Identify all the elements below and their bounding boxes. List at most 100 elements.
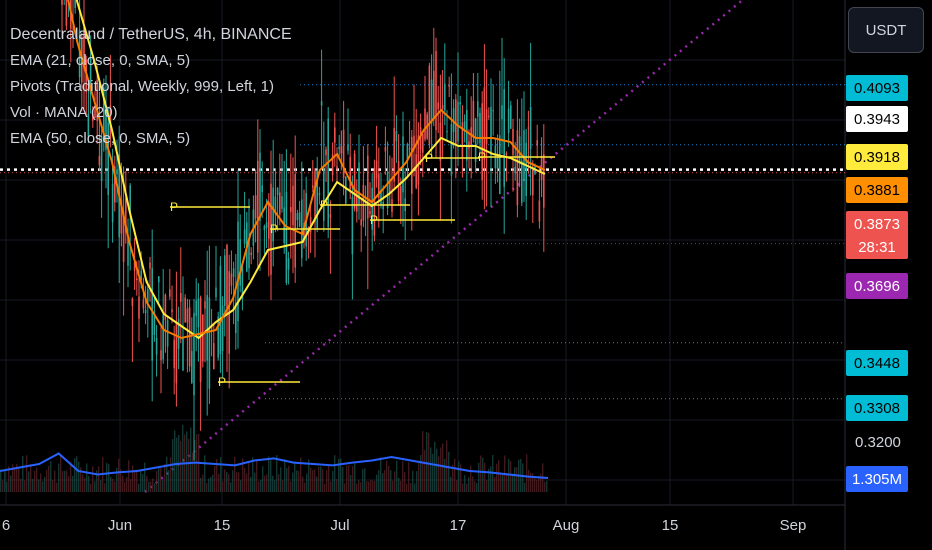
price-label-badge: 0.4093	[846, 75, 908, 101]
candle-body	[499, 135, 501, 195]
candle-body	[281, 196, 283, 209]
volume-bar	[512, 473, 514, 492]
candle-body	[461, 122, 464, 159]
candle-body	[437, 102, 439, 110]
candle-body	[413, 135, 415, 150]
volume-bar	[120, 469, 122, 492]
volume-bar	[22, 455, 24, 492]
price-label-badge: 0.3918	[846, 144, 908, 170]
volume-bar	[384, 470, 386, 492]
volume-bar	[402, 461, 404, 492]
candle-body	[347, 144, 349, 151]
candle-body	[182, 336, 184, 371]
candle-body	[463, 121, 466, 131]
candle-body	[136, 278, 138, 281]
volume-bar	[508, 459, 510, 492]
ema21-line	[67, 0, 546, 340]
volume-bar	[342, 466, 344, 492]
volume-bar	[8, 466, 10, 492]
volume-bar	[462, 483, 464, 492]
volume-bar	[168, 470, 170, 492]
price-badge-bg	[846, 273, 908, 299]
price-badge-text: 0.3448	[854, 355, 900, 372]
candle-body	[250, 252, 252, 256]
candle-body	[103, 87, 105, 142]
volume-bar	[468, 477, 470, 492]
candle-body	[543, 154, 545, 208]
volume-bar	[10, 475, 12, 492]
volume-bar	[82, 474, 84, 492]
volume-bar	[324, 483, 326, 492]
indicator-ema21[interactable]: EMA (21, close, 0, SMA, 5)	[10, 52, 191, 69]
volume-bar	[488, 468, 490, 492]
candle-body	[477, 101, 479, 117]
candle-body	[202, 314, 204, 362]
volume-bar	[34, 470, 36, 492]
candle-body	[287, 258, 290, 270]
candle-body	[208, 297, 211, 389]
volume-bar	[152, 478, 154, 492]
price-badge-text: 0.3943	[854, 111, 900, 128]
volume-bar	[442, 443, 444, 492]
volume-bar	[12, 464, 14, 492]
candle-body	[402, 136, 404, 193]
volume-bar	[190, 427, 192, 492]
volume-bar	[160, 468, 162, 492]
candle-body	[349, 156, 351, 190]
volume-bar	[376, 474, 378, 492]
candle-body	[538, 200, 541, 222]
candle-body	[100, 136, 103, 182]
volume-bar	[52, 479, 54, 492]
candle-body	[164, 294, 167, 320]
volume-bar	[136, 469, 138, 492]
volume-bar	[166, 456, 168, 492]
indicator-volume[interactable]: Vol · MANA (20)	[10, 104, 118, 121]
candle-body	[375, 160, 378, 179]
price-label-badge: 0.3873 28:31	[846, 211, 908, 259]
volume-bar	[148, 481, 150, 492]
volume-bar	[346, 465, 348, 492]
volume-bar	[354, 463, 356, 492]
candle-body	[386, 171, 389, 209]
candle-body	[488, 115, 490, 117]
candle-body	[450, 124, 453, 176]
volume-bar	[240, 480, 242, 492]
volume-bar	[270, 460, 272, 492]
candle-body	[83, 27, 85, 69]
volume-bar	[386, 460, 388, 492]
candle-body	[131, 298, 134, 306]
x-tick-label: Aug	[553, 517, 580, 534]
volume-bar	[334, 455, 336, 492]
volume-bar	[114, 481, 116, 492]
volume-bar	[454, 458, 456, 492]
volume-bar	[26, 455, 28, 492]
candle-body	[448, 84, 450, 87]
volume-bar	[20, 478, 22, 492]
volume-bar	[212, 474, 214, 492]
currency-button[interactable]: USDT	[848, 7, 924, 53]
volume-bar	[162, 480, 164, 492]
candle-body	[369, 211, 371, 214]
candle-body	[384, 147, 387, 152]
candle-body	[254, 195, 257, 219]
volume-bar	[482, 457, 484, 492]
indicator-pivots[interactable]: Pivots (Traditional, Weekly, 999, Left, …	[10, 78, 275, 95]
candle-body	[389, 179, 391, 193]
volume-bar	[14, 469, 16, 492]
candle-body	[171, 309, 173, 313]
volume-bar	[296, 470, 298, 492]
volume-bar	[238, 472, 240, 492]
candle-body	[521, 160, 523, 203]
candle-body	[439, 122, 442, 161]
volume-bar	[32, 478, 34, 492]
indicator-ema50[interactable]: EMA (50, close, 0, SMA, 5)	[10, 130, 191, 147]
candle-body	[408, 148, 411, 150]
volume-bar	[312, 470, 314, 492]
volume-bar	[428, 432, 430, 492]
volume-bar	[290, 481, 292, 492]
candle-body	[459, 102, 461, 105]
candle-body	[175, 321, 178, 384]
x-tick-label: Sep	[780, 517, 807, 534]
candle-body	[294, 174, 296, 268]
